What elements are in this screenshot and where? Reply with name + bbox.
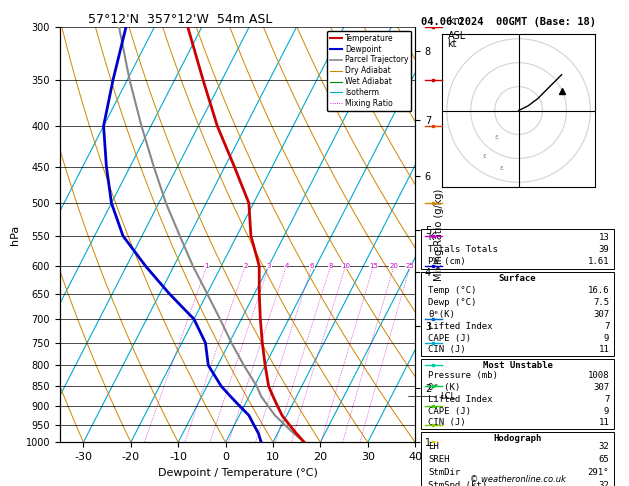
Text: 2: 2 (243, 263, 247, 269)
Text: 65: 65 (599, 455, 610, 464)
Text: 20: 20 (389, 263, 398, 269)
Text: Most Unstable: Most Unstable (482, 361, 553, 370)
Text: 3: 3 (267, 263, 271, 269)
Text: ASL: ASL (448, 31, 466, 41)
Legend: Temperature, Dewpoint, Parcel Trajectory, Dry Adiabat, Wet Adiabat, Isotherm, Mi: Temperature, Dewpoint, Parcel Trajectory… (327, 31, 411, 111)
Y-axis label: hPa: hPa (10, 225, 20, 244)
Text: Lifted Index: Lifted Index (428, 322, 493, 331)
Text: km: km (448, 17, 463, 26)
Text: 25: 25 (406, 263, 415, 269)
Text: CAPE (J): CAPE (J) (428, 406, 471, 416)
Text: Totals Totals: Totals Totals (428, 245, 498, 254)
Text: 11: 11 (599, 418, 610, 427)
Text: 10: 10 (341, 263, 350, 269)
Text: 7.5: 7.5 (593, 298, 610, 307)
Text: © weatheronline.co.uk: © weatheronline.co.uk (470, 474, 565, 484)
Text: 39: 39 (599, 245, 610, 254)
Text: 1008: 1008 (588, 371, 610, 380)
Text: 291°: 291° (588, 468, 610, 477)
Text: 307: 307 (593, 310, 610, 319)
Text: 9: 9 (604, 406, 610, 416)
Text: ε: ε (482, 154, 487, 159)
Text: 1: 1 (204, 263, 209, 269)
Text: 16.6: 16.6 (588, 286, 610, 295)
Y-axis label: Mixing Ratio (g/kg): Mixing Ratio (g/kg) (434, 189, 444, 280)
Text: Dewp (°C): Dewp (°C) (428, 298, 476, 307)
Text: 9: 9 (604, 333, 610, 343)
Text: PW (cm): PW (cm) (428, 258, 465, 266)
Text: 11: 11 (599, 346, 610, 354)
Text: 8: 8 (328, 263, 333, 269)
Text: 13: 13 (599, 233, 610, 242)
Text: 4: 4 (284, 263, 289, 269)
Text: 04.06.2024  00GMT (Base: 18): 04.06.2024 00GMT (Base: 18) (421, 17, 596, 27)
Text: CIN (J): CIN (J) (428, 346, 465, 354)
Text: EH: EH (428, 442, 438, 451)
X-axis label: Dewpoint / Temperature (°C): Dewpoint / Temperature (°C) (157, 468, 318, 478)
Text: Hodograph: Hodograph (494, 434, 542, 443)
Text: 307: 307 (593, 383, 610, 392)
Text: ε: ε (499, 165, 503, 172)
Text: ε: ε (494, 134, 499, 140)
Text: LCL: LCL (440, 392, 455, 400)
Text: Lifted Index: Lifted Index (428, 395, 493, 404)
Text: CAPE (J): CAPE (J) (428, 333, 471, 343)
Text: 32: 32 (599, 481, 610, 486)
Text: StmDir: StmDir (428, 468, 460, 477)
Text: StmSpd (kt): StmSpd (kt) (428, 481, 487, 486)
Text: Surface: Surface (499, 274, 537, 283)
Text: kt: kt (447, 39, 457, 49)
Text: θᵉ (K): θᵉ (K) (428, 383, 460, 392)
Text: 7: 7 (604, 322, 610, 331)
Text: 6: 6 (309, 263, 314, 269)
Text: SREH: SREH (428, 455, 450, 464)
Text: 15: 15 (369, 263, 378, 269)
Text: 57°12'N  357°12'W  54m ASL: 57°12'N 357°12'W 54m ASL (88, 13, 272, 26)
Text: Pressure (mb): Pressure (mb) (428, 371, 498, 380)
Text: CIN (J): CIN (J) (428, 418, 465, 427)
Text: θᵉ(K): θᵉ(K) (428, 310, 455, 319)
Text: 32: 32 (599, 442, 610, 451)
Text: Temp (°C): Temp (°C) (428, 286, 476, 295)
Text: 1.61: 1.61 (588, 258, 610, 266)
Text: K: K (428, 233, 433, 242)
Text: 7: 7 (604, 395, 610, 404)
